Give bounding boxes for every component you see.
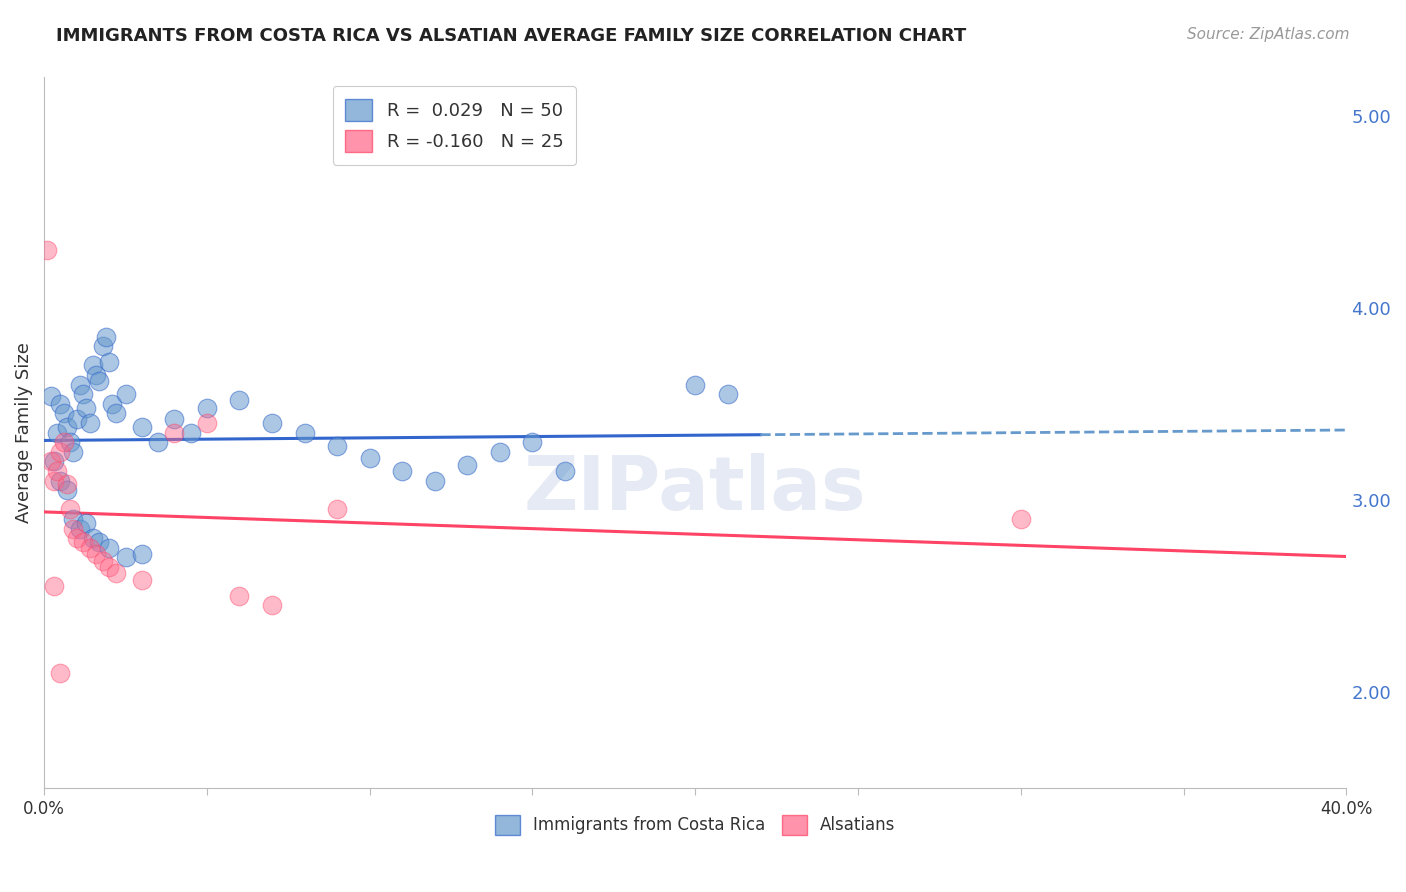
Point bbox=[46, 464, 69, 478]
Point bbox=[98, 541, 121, 555]
Point bbox=[326, 502, 349, 516]
Point bbox=[260, 599, 283, 613]
Point bbox=[89, 535, 111, 549]
Point bbox=[49, 665, 72, 680]
Point bbox=[260, 416, 283, 430]
Point bbox=[39, 454, 62, 468]
Point bbox=[79, 541, 101, 555]
Point bbox=[84, 368, 107, 382]
Point bbox=[69, 377, 91, 392]
Point bbox=[391, 464, 413, 478]
Point bbox=[39, 389, 62, 403]
Point bbox=[69, 522, 91, 536]
Point bbox=[46, 425, 69, 440]
Point bbox=[72, 535, 94, 549]
Point bbox=[52, 435, 75, 450]
Point bbox=[37, 244, 59, 258]
Point bbox=[717, 387, 740, 401]
Point bbox=[489, 445, 512, 459]
Point bbox=[82, 531, 104, 545]
Point bbox=[56, 420, 79, 434]
Point bbox=[146, 435, 169, 450]
Point bbox=[42, 454, 65, 468]
Point bbox=[683, 377, 706, 392]
Point bbox=[62, 512, 84, 526]
Point bbox=[62, 445, 84, 459]
Point bbox=[195, 416, 218, 430]
Text: Source: ZipAtlas.com: Source: ZipAtlas.com bbox=[1187, 27, 1350, 42]
Point bbox=[228, 392, 250, 407]
Text: IMMIGRANTS FROM COSTA RICA VS ALSATIAN AVERAGE FAMILY SIZE CORRELATION CHART: IMMIGRANTS FROM COSTA RICA VS ALSATIAN A… bbox=[56, 27, 966, 45]
Point bbox=[423, 474, 446, 488]
Point bbox=[104, 406, 127, 420]
Point bbox=[89, 374, 111, 388]
Point bbox=[114, 550, 136, 565]
Point bbox=[131, 547, 153, 561]
Point bbox=[72, 387, 94, 401]
Point bbox=[49, 397, 72, 411]
Point bbox=[131, 420, 153, 434]
Point bbox=[94, 329, 117, 343]
Legend: Immigrants from Costa Rica, Alsatians: Immigrants from Costa Rica, Alsatians bbox=[486, 806, 904, 844]
Point bbox=[104, 566, 127, 580]
Point bbox=[56, 477, 79, 491]
Point bbox=[131, 574, 153, 588]
Point bbox=[42, 474, 65, 488]
Point bbox=[49, 445, 72, 459]
Point bbox=[62, 522, 84, 536]
Point bbox=[82, 359, 104, 373]
Point bbox=[98, 560, 121, 574]
Point bbox=[66, 412, 89, 426]
Point bbox=[294, 425, 316, 440]
Point bbox=[59, 435, 82, 450]
Point bbox=[114, 387, 136, 401]
Point bbox=[49, 474, 72, 488]
Point bbox=[554, 464, 576, 478]
Point bbox=[163, 425, 186, 440]
Y-axis label: Average Family Size: Average Family Size bbox=[15, 343, 32, 523]
Point bbox=[91, 339, 114, 353]
Text: ZIPatlas: ZIPatlas bbox=[524, 453, 866, 526]
Point bbox=[52, 406, 75, 420]
Point bbox=[42, 579, 65, 593]
Point bbox=[75, 401, 97, 415]
Point bbox=[59, 502, 82, 516]
Point bbox=[91, 554, 114, 568]
Point bbox=[66, 531, 89, 545]
Point bbox=[101, 397, 124, 411]
Point bbox=[359, 450, 381, 465]
Point bbox=[56, 483, 79, 498]
Point bbox=[456, 458, 478, 473]
Point bbox=[163, 412, 186, 426]
Point bbox=[522, 435, 544, 450]
Point bbox=[195, 401, 218, 415]
Point bbox=[228, 589, 250, 603]
Point bbox=[1010, 512, 1032, 526]
Point bbox=[84, 547, 107, 561]
Point bbox=[180, 425, 202, 440]
Point bbox=[326, 439, 349, 453]
Point bbox=[75, 516, 97, 530]
Point bbox=[98, 354, 121, 368]
Point bbox=[79, 416, 101, 430]
